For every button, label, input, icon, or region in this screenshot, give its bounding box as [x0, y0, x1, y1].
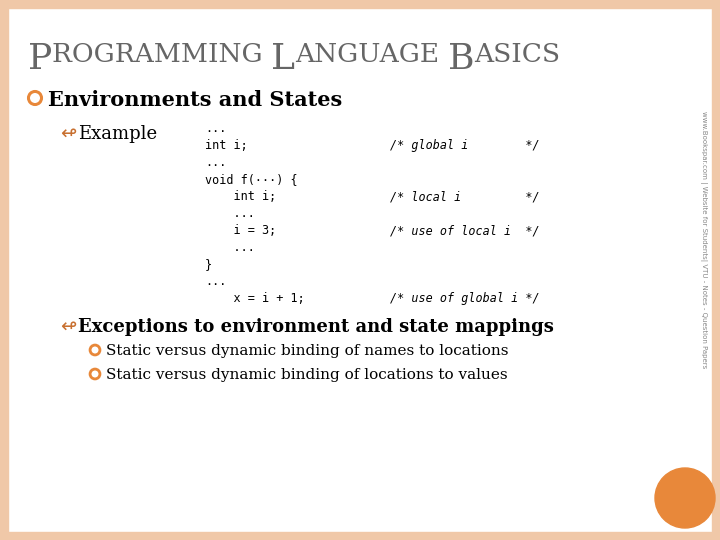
Circle shape — [30, 93, 40, 103]
Circle shape — [655, 468, 715, 528]
Bar — [0, 0, 8, 540]
Text: ASICS: ASICS — [474, 42, 560, 67]
Text: /* global i        */: /* global i */ — [390, 139, 539, 152]
Text: ...: ... — [205, 275, 226, 288]
Circle shape — [28, 91, 42, 105]
Text: ...: ... — [205, 156, 226, 169]
Text: Static versus dynamic binding of locations to values: Static versus dynamic binding of locatio… — [106, 368, 508, 382]
Text: L: L — [271, 42, 295, 76]
Text: /* use of global i */: /* use of global i */ — [390, 292, 539, 305]
Circle shape — [91, 370, 99, 377]
Text: int i;: int i; — [205, 139, 248, 152]
Text: ↫: ↫ — [60, 317, 76, 336]
Text: Example: Example — [78, 125, 157, 143]
Text: /* use of local i  */: /* use of local i */ — [390, 224, 539, 237]
Text: i = 3;: i = 3; — [205, 224, 276, 237]
Circle shape — [89, 345, 101, 355]
Text: Environments and States: Environments and States — [48, 90, 342, 110]
Text: P: P — [28, 42, 53, 76]
Text: www.Bookspar.com | Website for Students| VTU - Notes - Question Papers: www.Bookspar.com | Website for Students|… — [700, 111, 706, 369]
Circle shape — [91, 347, 99, 354]
Text: x = i + 1;: x = i + 1; — [205, 292, 305, 305]
Circle shape — [89, 368, 101, 380]
Text: B: B — [448, 42, 474, 76]
Text: ...: ... — [205, 241, 255, 254]
Bar — [0, 0, 720, 8]
Text: void f(···) {: void f(···) { — [205, 173, 297, 186]
Text: ...: ... — [205, 207, 255, 220]
Bar — [0, 532, 720, 540]
Text: Exceptions to environment and state mappings: Exceptions to environment and state mapp… — [78, 318, 554, 336]
Text: ↫: ↫ — [60, 124, 76, 143]
Text: Static versus dynamic binding of names to locations: Static versus dynamic binding of names t… — [106, 344, 508, 358]
Text: ANGUAGE: ANGUAGE — [295, 42, 448, 67]
Text: }: } — [205, 258, 212, 271]
Text: ROGRAMMING: ROGRAMMING — [53, 42, 271, 67]
Text: int i;: int i; — [205, 190, 276, 203]
Text: /* local i         */: /* local i */ — [390, 190, 539, 203]
Text: ...: ... — [205, 122, 226, 135]
Bar — [712, 0, 720, 540]
